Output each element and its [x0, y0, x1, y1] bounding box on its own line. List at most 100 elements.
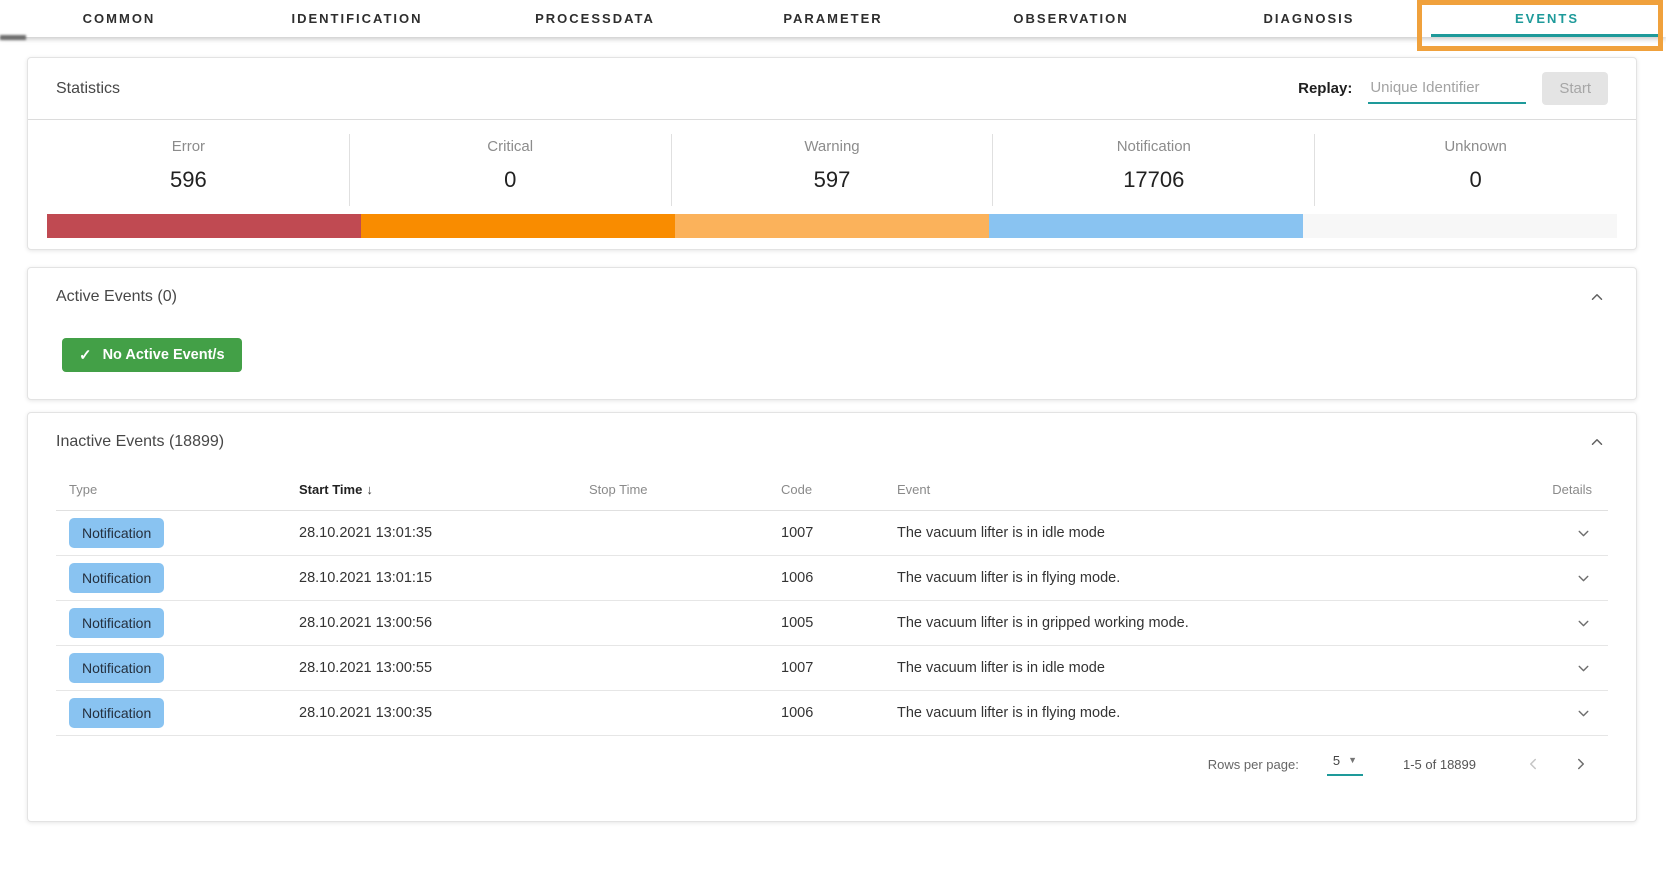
chevron-up-icon [1591, 294, 1603, 300]
sort-descending-icon: ↓ [366, 482, 373, 497]
stat-critical-value: 0 [504, 167, 517, 192]
column-header-start-time[interactable]: Start Time ↓ [286, 482, 576, 497]
stat-warning-value: 597 [813, 167, 851, 192]
tab-diagnosis[interactable]: DIAGNOSIS [1263, 11, 1355, 26]
tab-parameter[interactable]: PARAMETER [783, 11, 883, 26]
stat-warning-label: Warning [804, 138, 860, 155]
replay-controls: Replay: Start [1298, 72, 1608, 105]
previous-page-button[interactable] [1520, 751, 1546, 777]
stat-notification-label: Notification [1116, 138, 1191, 155]
type-badge: Notification [69, 518, 165, 548]
replay-start-button[interactable]: Start [1542, 72, 1608, 105]
no-active-events-label: No Active Event/s [102, 347, 225, 363]
table-row: Notification 28.10.2021 13:00:55 1007 Th… [56, 646, 1608, 691]
pagination-range-label: 1-5 of 18899 [1402, 756, 1476, 772]
statistics-header: Statistics Replay: Start [28, 58, 1636, 120]
statistics-card: Statistics Replay: Start Error 596 Criti… [27, 57, 1637, 250]
rows-per-page-select[interactable]: 5 ▼ [1326, 752, 1363, 776]
row-details-button[interactable] [1512, 615, 1608, 632]
type-badge: Notification [69, 608, 165, 638]
table-row: Notification 28.10.2021 13:01:35 1007 Th… [56, 511, 1608, 556]
cell-code: 1006 [781, 570, 814, 586]
table-row: Notification 28.10.2021 13:00:56 1005 Th… [56, 601, 1608, 646]
check-icon: ✓ [79, 347, 92, 364]
cell-code: 1006 [781, 705, 814, 721]
inactive-events-title: Inactive Events (18899) [56, 433, 225, 450]
tab-events-label: EVENTS [1514, 11, 1579, 26]
inactive-events-collapse-button[interactable] [1586, 431, 1608, 453]
stat-warning: Warning 597 [672, 134, 994, 206]
active-events-card: Active Events (0) ✓ No Active Event/s [27, 267, 1637, 400]
column-header-details: Details [1552, 482, 1592, 497]
cell-event: The vacuum lifter is in gripped working … [897, 615, 1189, 631]
type-badge: Notification [69, 563, 165, 593]
replay-identifier-input[interactable] [1368, 73, 1527, 104]
tab-common[interactable]: COMMON [82, 11, 156, 26]
chevron-down-icon [1578, 530, 1589, 536]
row-details-button[interactable] [1512, 570, 1608, 587]
chevron-down-icon [1578, 710, 1589, 716]
stat-bar-segment-notification [989, 214, 1303, 238]
replay-label: Replay: [1298, 80, 1353, 97]
cell-start-time: 28.10.2021 13:01:15 [299, 570, 433, 586]
chevron-left-icon [1530, 758, 1536, 770]
row-details-button[interactable] [1512, 525, 1608, 542]
tab-processdata[interactable]: PROCESSDATA [535, 11, 655, 26]
rows-per-page-label: Rows per page: [1207, 756, 1299, 772]
cell-type: Notification [56, 518, 286, 548]
statistics-color-bar [47, 214, 1617, 238]
row-details-button[interactable] [1512, 705, 1608, 722]
stat-notification-value: 17706 [1123, 167, 1185, 192]
cell-event: The vacuum lifter is in flying mode. [897, 705, 1121, 721]
stat-notification: Notification 17706 [993, 134, 1316, 206]
cell-start-time: 28.10.2021 13:00:55 [299, 660, 433, 676]
chevron-right-icon [1578, 758, 1584, 770]
cell-type: Notification [56, 608, 286, 638]
tab-observation[interactable]: OBSERVATION [1013, 11, 1129, 26]
chevron-up-icon [1591, 439, 1603, 445]
cell-start-time: 28.10.2021 13:00:35 [299, 705, 433, 721]
stat-error-label: Error [171, 138, 206, 155]
cell-type: Notification [56, 653, 286, 683]
cell-type: Notification [56, 698, 286, 728]
table-header-row: Type Start Time ↓ Stop Time Code Event D… [56, 469, 1608, 511]
type-badge: Notification [69, 698, 165, 728]
table-row: Notification 28.10.2021 13:01:15 1006 Th… [56, 556, 1608, 601]
dropdown-caret-icon: ▼ [1348, 755, 1357, 765]
cell-event: The vacuum lifter is in flying mode. [897, 570, 1121, 586]
stat-critical-label: Critical [487, 138, 534, 155]
table-row: Notification 28.10.2021 13:00:35 1006 Th… [56, 691, 1608, 736]
statistics-title: Statistics [56, 79, 121, 97]
screen-edge-artifact [0, 35, 26, 40]
pagination-bar: Rows per page: 5 ▼ 1-5 of 18899 [28, 736, 1636, 792]
stat-bar-segment-critical [361, 214, 675, 238]
stat-error-value: 596 [170, 167, 207, 192]
rows-per-page-value: 5 [1332, 752, 1341, 768]
type-badge: Notification [69, 653, 165, 683]
next-page-button[interactable] [1568, 751, 1594, 777]
stat-unknown: Unknown 0 [1315, 134, 1636, 206]
statistics-counters: Error 596 Critical 0 Warning 597 Notific… [28, 134, 1636, 206]
cell-code: 1005 [781, 615, 814, 631]
cell-code: 1007 [781, 660, 814, 676]
inactive-events-table: Type Start Time ↓ Stop Time Code Event D… [56, 469, 1608, 736]
tab-identification[interactable]: IDENTIFICATION [291, 11, 423, 26]
cell-event: The vacuum lifter is in idle mode [897, 525, 1105, 541]
tab-events[interactable]: EVENTS [1428, 0, 1666, 37]
stat-error: Error 596 [28, 134, 350, 206]
row-details-button[interactable] [1512, 660, 1608, 677]
inactive-events-card: Inactive Events (18899) Type Start Time … [27, 412, 1637, 822]
stat-bar-segment-warning [675, 214, 989, 238]
cell-start-time: 28.10.2021 13:00:56 [299, 615, 433, 631]
column-header-event: Event [897, 482, 931, 497]
top-tab-bar: COMMON IDENTIFICATION PROCESSDATA PARAME… [0, 0, 1666, 37]
cell-start-time: 28.10.2021 13:01:35 [299, 525, 433, 541]
chevron-down-icon [1578, 575, 1589, 581]
column-header-type: Type [69, 482, 98, 497]
no-active-events-badge: ✓ No Active Event/s [62, 338, 242, 372]
stat-bar-segment-unknown [1303, 214, 1617, 238]
chevron-down-icon [1578, 620, 1589, 626]
cell-code: 1007 [781, 525, 814, 541]
active-events-collapse-button[interactable] [1586, 286, 1608, 308]
stat-critical: Critical 0 [350, 134, 672, 206]
